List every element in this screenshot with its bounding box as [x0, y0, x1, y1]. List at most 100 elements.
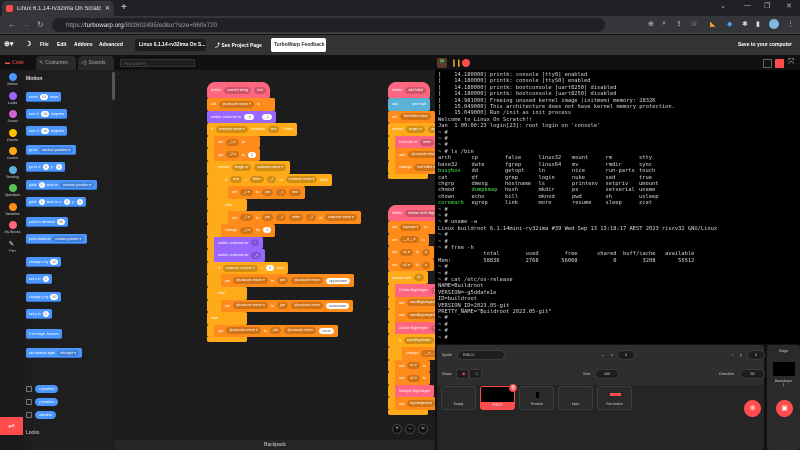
puzzle-icon[interactable]: ✱ — [742, 21, 748, 28]
block-input[interactable]: 0 — [55, 163, 62, 170]
block-reporter[interactable]: _2 — [266, 176, 277, 184]
block-reporter[interactable]: letter — [289, 214, 304, 222]
reporter-checkbox[interactable] — [26, 412, 32, 418]
new-tab-button[interactable]: + — [121, 2, 127, 13]
palette-block[interactable]: turn ↻ 15 degrees — [26, 109, 68, 119]
reporter-y-position[interactable]: y position — [35, 398, 58, 406]
code-workspace[interactable]: define convert string text set @unicode.retu… — [115, 70, 435, 440]
direction-input[interactable]: 90 — [740, 369, 765, 379]
menu-file[interactable]: File — [40, 42, 49, 48]
see-project-page-button[interactable]: ⤴ See Project Page — [215, 42, 262, 49]
palette-block[interactable]: change y by 10 — [26, 292, 62, 302]
block-reporter[interactable]: __n__ ▾ — [421, 349, 435, 357]
code-block[interactable]: Multiply BigInteger — [388, 384, 435, 398]
minimize-icon[interactable]: — — [744, 2, 751, 9]
pause-button[interactable]: ❙❙ — [451, 60, 462, 67]
block-reporter[interactable]: text — [254, 86, 267, 94]
profile-avatar[interactable] — [769, 19, 779, 29]
block-input[interactable]: 1 — [263, 227, 272, 234]
code-block[interactable]: repeat length of costume name ▾ — [207, 160, 290, 174]
code-block[interactable]: change__n__ ▾ — [388, 346, 435, 360]
small-stage-button[interactable] — [763, 59, 772, 68]
block-reporter[interactable]: textToBuf index — [414, 163, 435, 171]
block-input[interactable]: 0 — [42, 275, 49, 282]
code-block[interactable]: setbigIntegerAndto — [388, 397, 435, 410]
backpack[interactable]: Backpack — [115, 440, 435, 450]
script-convert-string[interactable]: define convert string text set @unicode.retu… — [207, 82, 361, 343]
code-block[interactable]: define convert string text — [207, 82, 271, 98]
block-input[interactable]: 0 — [42, 310, 49, 317]
block-reporter[interactable]: costume name ▾ — [325, 214, 357, 222]
block-reporter[interactable]: costume name ▾ — [285, 176, 318, 184]
block-input[interactable]: 15 — [41, 110, 50, 117]
block-reporter[interactable]: @unicode.return ▾ — [233, 302, 268, 310]
block-input[interactable]: lowercase — [326, 302, 350, 309]
block-input[interactable]: _0 — [244, 113, 255, 120]
block-reporter[interactable]: _2 ▾ — [226, 151, 239, 159]
code-block[interactable]: set _1 ▾ to — [207, 135, 260, 149]
block-reporter[interactable]: addToBuf — [405, 86, 427, 94]
block-reporter[interactable]: – — [251, 239, 260, 247]
code-block[interactable]: set __n__ ▾ to — [388, 233, 429, 247]
block-reporter[interactable]: bigIntegerAnd — [407, 400, 435, 408]
block-input[interactable]: none — [319, 327, 334, 334]
block-reporter[interactable]: _1 ▾ — [240, 214, 253, 222]
block-reporter[interactable]: n1 — [413, 274, 424, 282]
stop-button[interactable] — [462, 59, 470, 67]
code-block[interactable]: else — [207, 286, 247, 300]
palette-block[interactable]: set rotation style left-right ▾ — [26, 348, 82, 358]
block-reporter[interactable]: __n__ ▾ — [400, 236, 419, 244]
block-reporter[interactable]: @unicode.return — [284, 327, 317, 335]
block-reporter[interactable]: join — [276, 277, 289, 285]
block-reporter[interactable]: n1 ▾ — [407, 362, 420, 370]
menu-advanced[interactable]: Advanced — [99, 42, 123, 48]
palette-block[interactable]: change x by 10 — [26, 257, 62, 267]
code-block[interactable]: add @unicode.return — [388, 148, 435, 161]
find-input[interactable] — [120, 59, 195, 67]
block-reporter[interactable]: letter — [249, 176, 264, 184]
block-reporter[interactable]: @unicode.return — [408, 151, 435, 159]
block-reporter[interactable]: join — [269, 327, 282, 335]
code-block[interactable]: set bandBigIntegerA — [388, 296, 435, 310]
block-reporter[interactable]: TextToBuf index — [400, 113, 431, 121]
save-to-computer-button[interactable]: Save to your computer — [737, 42, 792, 48]
menu-addons[interactable]: Addons — [74, 42, 93, 48]
sprite-tile-run-button[interactable]: Run button — [597, 386, 632, 410]
block-reporter[interactable]: text — [267, 125, 280, 133]
block-reporter[interactable]: @unicode.return — [291, 277, 324, 285]
code-block[interactable]: Divide BigIntegern2 — [388, 321, 435, 335]
block-input[interactable]: uppercase — [326, 277, 351, 284]
block-reporter[interactable]: answer — [428, 125, 435, 133]
block-input[interactable]: 10 — [39, 93, 48, 100]
sidepanel-icon[interactable]: ▮ — [756, 21, 760, 28]
block-dropdown[interactable]: random position ▾ — [59, 181, 95, 188]
zoom-out-button[interactable]: − — [405, 424, 415, 434]
language-globe-icon[interactable]: ⊕▾ — [4, 41, 14, 48]
palette-block[interactable]: point in direction 90 — [26, 217, 69, 227]
code-block[interactable]: set _1 ▾ to join _1 text — [207, 186, 305, 199]
block-reporter[interactable]: join — [261, 188, 274, 196]
category-my-blocks[interactable]: My Blocks — [0, 221, 25, 239]
category-sensing[interactable]: Sensing — [0, 165, 25, 184]
block-input[interactable]: 10 — [50, 258, 59, 265]
block-reporter[interactable]: join — [276, 302, 289, 310]
palette-block[interactable]: go to x: 0 y: 0 — [26, 162, 65, 172]
code-block[interactable]: set TextToBuf index — [388, 110, 435, 124]
block-reporter[interactable]: length of — [231, 163, 252, 171]
close-tab-icon[interactable]: ✕ — [104, 6, 110, 12]
palette-block[interactable]: go to random position ▾ — [26, 145, 77, 155]
block-reporter[interactable]: n1 — [430, 286, 435, 294]
block-dropdown[interactable]: mouse-pointer ▾ — [52, 235, 85, 242]
block-reporter[interactable]: text — [229, 176, 242, 184]
sprite-tile-riscv[interactable]: RISCV 🗑 — [480, 384, 517, 410]
tab-code[interactable]: ▬ Code — [2, 56, 34, 70]
block-dropdown[interactable]: left-right ▾ — [57, 349, 79, 356]
category-pen[interactable]: ✎ Pen — [0, 240, 25, 258]
block-input[interactable]: 1 — [38, 181, 45, 188]
block-reporter[interactable]: @unicode.return — [291, 302, 324, 310]
share-icon[interactable]: ⇪ — [676, 21, 682, 28]
show-visible-button[interactable]: ◉ — [456, 369, 469, 379]
stage-selector[interactable]: Stage Backdrops 1 — [767, 345, 800, 450]
block-input[interactable]: 90 — [57, 218, 66, 225]
block-reporter[interactable]: bitwise AND BigInt — [405, 209, 435, 217]
